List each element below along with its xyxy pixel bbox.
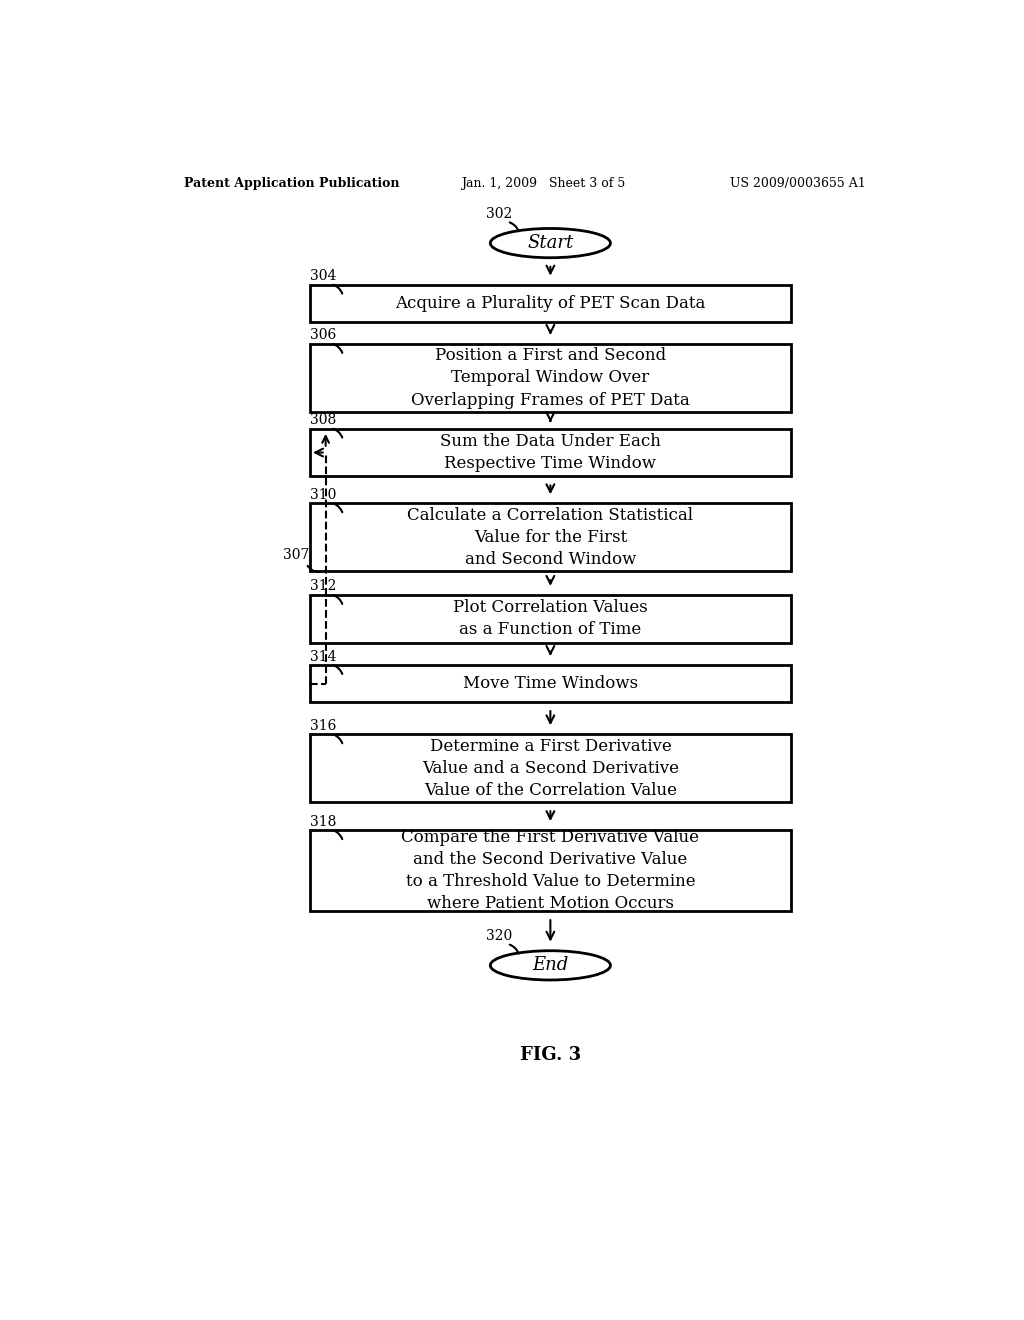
FancyBboxPatch shape	[310, 595, 791, 643]
Text: Jan. 1, 2009   Sheet 3 of 5: Jan. 1, 2009 Sheet 3 of 5	[461, 177, 626, 190]
Text: Calculate a Correlation Statistical
Value for the First
and Second Window: Calculate a Correlation Statistical Valu…	[408, 507, 693, 568]
Text: 307: 307	[283, 548, 309, 562]
Text: Start: Start	[527, 234, 573, 252]
Text: Compare the First Derivative Value
and the Second Derivative Value
to a Threshol: Compare the First Derivative Value and t…	[401, 829, 699, 912]
Text: 306: 306	[310, 329, 336, 342]
FancyBboxPatch shape	[310, 429, 791, 477]
Text: 314: 314	[310, 649, 337, 664]
FancyBboxPatch shape	[310, 665, 791, 702]
Text: 308: 308	[310, 413, 336, 428]
FancyBboxPatch shape	[310, 345, 791, 412]
FancyBboxPatch shape	[310, 503, 791, 572]
Text: 318: 318	[310, 814, 337, 829]
Text: Move Time Windows: Move Time Windows	[463, 675, 638, 692]
FancyBboxPatch shape	[310, 285, 791, 322]
Text: FIG. 3: FIG. 3	[520, 1047, 581, 1064]
Text: Plot Correlation Values
as a Function of Time: Plot Correlation Values as a Function of…	[453, 599, 648, 639]
Text: 304: 304	[310, 269, 337, 284]
Text: Position a First and Second
Temporal Window Over
Overlapping Frames of PET Data: Position a First and Second Temporal Win…	[411, 347, 690, 409]
Ellipse shape	[490, 950, 610, 979]
Text: Patent Application Publication: Patent Application Publication	[183, 177, 399, 190]
Text: End: End	[532, 957, 568, 974]
Text: 320: 320	[486, 929, 513, 942]
Text: 316: 316	[310, 719, 337, 733]
Text: US 2009/0003655 A1: US 2009/0003655 A1	[730, 177, 866, 190]
FancyBboxPatch shape	[310, 734, 791, 803]
Text: 310: 310	[310, 488, 337, 502]
Text: 312: 312	[310, 579, 337, 594]
Text: 302: 302	[486, 207, 513, 220]
Text: Determine a First Derivative
Value and a Second Derivative
Value of the Correlat: Determine a First Derivative Value and a…	[422, 738, 679, 799]
Ellipse shape	[490, 228, 610, 257]
Text: Acquire a Plurality of PET Scan Data: Acquire a Plurality of PET Scan Data	[395, 294, 706, 312]
FancyBboxPatch shape	[310, 830, 791, 911]
Text: Sum the Data Under Each
Respective Time Window: Sum the Data Under Each Respective Time …	[440, 433, 660, 473]
